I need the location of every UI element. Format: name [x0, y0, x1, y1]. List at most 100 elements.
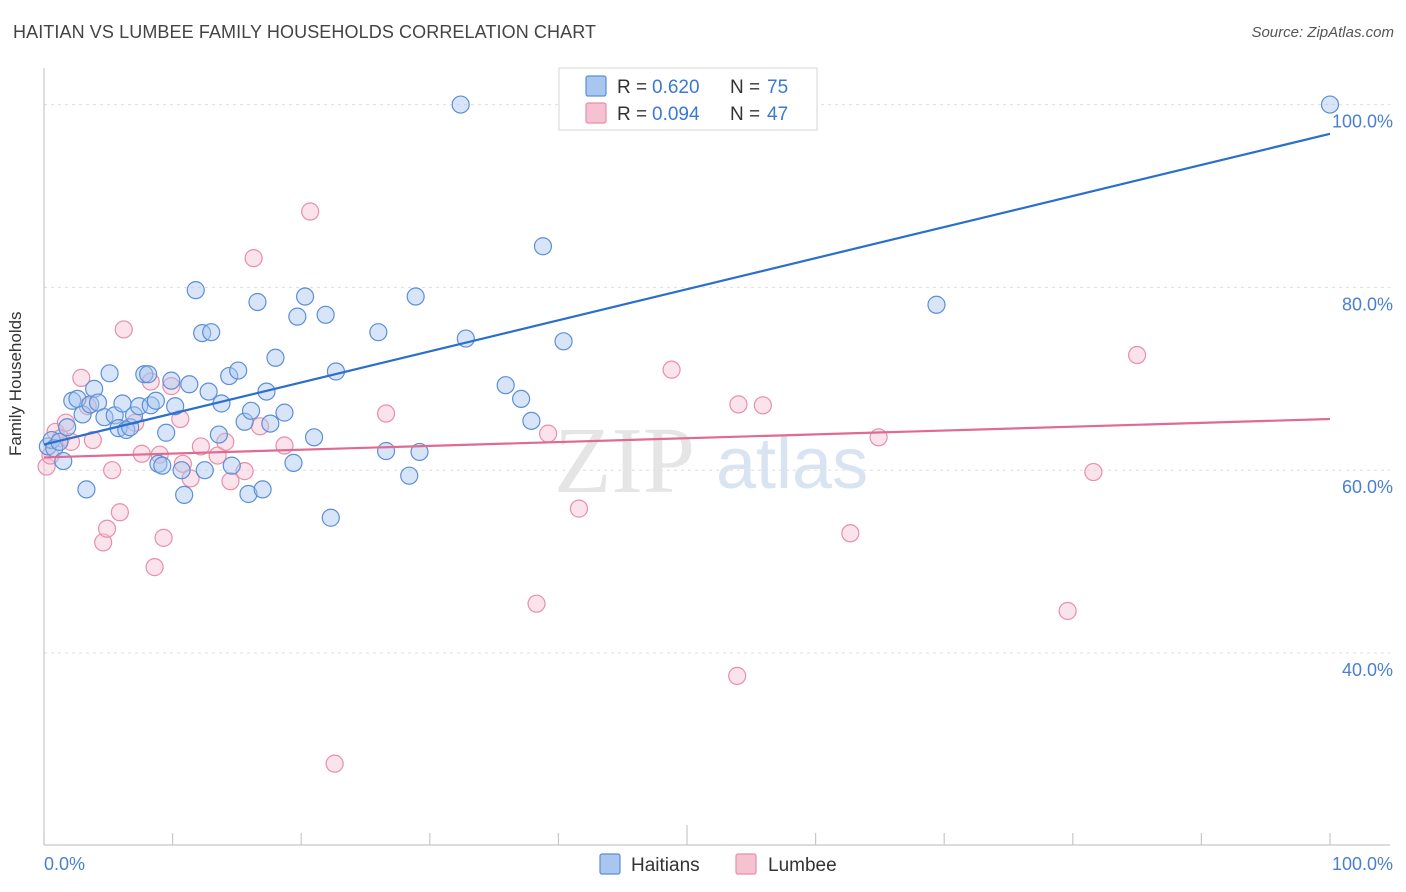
tick-marks — [43, 825, 1331, 845]
haitians-point — [248, 292, 267, 312]
stats-legend: R = 0.620 N = 75 R = 0.094 N = 47 — [558, 67, 818, 131]
lumbee-point — [569, 499, 589, 518]
haitians-point — [100, 364, 119, 383]
haitians-point — [85, 379, 104, 398]
lumbee-point — [72, 368, 91, 387]
haitians-point — [209, 425, 228, 444]
lumbee-point — [728, 666, 747, 685]
lumbee-point — [527, 594, 546, 613]
haitians-point — [1320, 95, 1340, 114]
haitians-point — [77, 480, 96, 499]
lumbee-point — [191, 437, 210, 456]
lumbee-point — [1058, 601, 1077, 621]
y-tick-label: 40.0% — [1342, 660, 1393, 680]
lumbee-point — [110, 503, 129, 522]
stats-haitians-r-value: 0.620 — [652, 77, 700, 98]
haitians-point — [275, 403, 294, 422]
chart-title: HAITIAN VS LUMBEE FAMILY HOUSEHOLDS CORR… — [13, 22, 597, 42]
lumbee-point — [114, 320, 133, 339]
lumbee-point — [141, 372, 160, 391]
haitians-point — [410, 442, 429, 462]
haitians-point — [376, 441, 396, 461]
haitians-point — [512, 389, 531, 409]
haitians-point — [180, 375, 199, 394]
lumbee-trend-line — [43, 417, 1331, 459]
lumbee-point — [841, 524, 860, 543]
haitians-point — [400, 466, 419, 485]
stats-lumbee-r-label: R = — [617, 104, 647, 125]
lumbee-point — [539, 424, 558, 443]
haitians-point — [54, 451, 73, 471]
haitians-point — [157, 423, 176, 442]
haitians-point — [295, 287, 315, 306]
legend-lumbee-label: Lumbee — [768, 855, 837, 876]
haitians-point — [369, 323, 388, 342]
legend-lumbee-swatch — [735, 853, 757, 875]
chart-source: Source: ZipAtlas.com — [1251, 24, 1394, 41]
haitians-point — [195, 461, 214, 480]
haitians-point — [241, 401, 261, 420]
lumbee-point — [753, 396, 772, 415]
haitians-point — [220, 366, 239, 386]
haitians-point — [266, 348, 285, 367]
haitians-point — [229, 361, 248, 380]
lumbee-point — [325, 754, 344, 773]
haitians-trend-line — [43, 132, 1331, 446]
haitians-point — [166, 397, 185, 416]
haitians-point — [326, 362, 346, 381]
lumbee-point — [173, 454, 192, 473]
trend-lines — [43, 132, 1331, 459]
lumbee-point — [301, 202, 320, 221]
y-tick-label: 100.0% — [1332, 112, 1393, 132]
lumbee-point — [154, 528, 173, 547]
haitians-point — [202, 323, 221, 342]
haitians-point — [927, 295, 946, 314]
haitians-point — [58, 418, 77, 437]
haitians-point — [316, 305, 335, 324]
haitians-point — [135, 365, 154, 384]
y-tick-label: 80.0% — [1342, 294, 1393, 314]
haitians-point — [284, 453, 303, 472]
tick-labels: 40.0% 60.0% 80.0% 100.0% 0.0% 100.0% — [44, 112, 1393, 874]
zipatlas-watermark: ZIP atlas — [554, 409, 868, 513]
stats-haitians-n-label: N = — [730, 77, 760, 98]
series-legend: Haitians Lumbee — [599, 853, 837, 876]
lumbee-point — [103, 461, 122, 480]
lumbee-point — [97, 519, 117, 538]
stats-lumbee-r-value: 0.094 — [652, 104, 700, 125]
haitians-point — [146, 391, 165, 410]
stats-lumbee-n-value: 47 — [767, 104, 788, 125]
haitians-point — [321, 508, 340, 527]
haitians-point — [261, 414, 280, 433]
haitians-point — [533, 237, 553, 256]
stats-lumbee-n-label: N = — [730, 104, 760, 125]
lumbee-point — [1084, 462, 1103, 482]
lumbee-point — [221, 472, 240, 491]
x-tick-label-max: 100.0% — [1332, 854, 1393, 874]
lumbee-point — [1127, 345, 1147, 365]
haitians-point — [172, 461, 191, 480]
stats-lumbee-swatch — [585, 102, 607, 124]
lumbee-point — [662, 360, 681, 379]
y-tick-label: 60.0% — [1342, 477, 1393, 497]
x-tick-label-min: 0.0% — [44, 854, 85, 874]
stats-haitians-r-label: R = — [617, 77, 647, 98]
haitians-point — [554, 332, 573, 351]
haitians-point — [304, 428, 324, 447]
haitians-point — [73, 405, 92, 424]
lumbee-point — [729, 395, 748, 414]
haitians-point — [239, 484, 258, 504]
haitians-point — [186, 281, 205, 300]
legend-haitians-label: Haitians — [631, 855, 700, 876]
stats-haitians-swatch — [585, 75, 607, 97]
haitians-point — [175, 485, 194, 504]
haitians-point — [199, 382, 218, 401]
watermark-zip: ZIP — [554, 409, 695, 513]
lumbee-point — [244, 249, 263, 268]
haitians-point — [288, 307, 307, 326]
haitians-point — [153, 456, 172, 475]
haitians-point — [496, 376, 515, 395]
haitians-point — [406, 287, 425, 306]
haitians-point — [139, 365, 158, 384]
